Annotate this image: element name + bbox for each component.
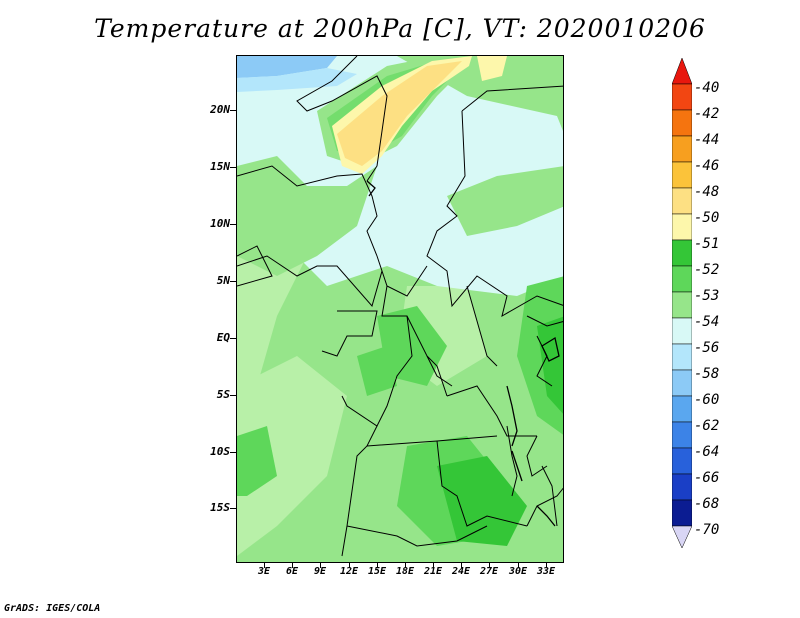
colorbar	[671, 57, 693, 562]
colorbar-label: -46	[694, 158, 720, 174]
lat-tick	[230, 338, 236, 339]
lon-tick	[349, 563, 350, 568]
colorbar-segment	[671, 421, 693, 449]
colorbar-graphic	[671, 57, 693, 549]
lon-label: 21E	[423, 566, 443, 577]
field-dark-green-atlantic	[237, 426, 277, 496]
field-green-sudan	[447, 166, 563, 236]
colorbar-label: -40	[694, 80, 720, 96]
colorbar-segment	[671, 343, 693, 371]
lat-label: 5N	[216, 274, 230, 287]
colorbar-segment	[671, 499, 693, 527]
colorbar-label: -53	[694, 288, 720, 304]
colorbar-segment	[671, 239, 693, 267]
lon-tick	[292, 563, 293, 568]
lat-label: 10N	[210, 217, 230, 230]
lat-tick	[230, 508, 236, 509]
map-panel	[236, 55, 564, 563]
lon-tick	[461, 563, 462, 568]
lon-tick	[518, 563, 519, 568]
colorbar-segment	[671, 161, 693, 189]
colorbar-segment	[671, 317, 693, 345]
lon-label: 27E	[479, 566, 499, 577]
lat-tick	[230, 224, 236, 225]
colorbar-segment	[671, 265, 693, 293]
colorbar-label: -66	[694, 470, 720, 486]
lon-label: 33E	[536, 566, 556, 577]
colorbar-segment	[671, 291, 693, 319]
colorbar-label: -68	[694, 496, 720, 512]
lon-tick	[405, 563, 406, 568]
lon-tick	[377, 563, 378, 568]
colorbar-segment	[671, 135, 693, 163]
field-blue-corner	[237, 56, 337, 78]
lon-label: 18E	[395, 566, 415, 577]
colorbar-segment	[671, 395, 693, 423]
colorbar-label: -44	[694, 132, 720, 148]
country-borders	[237, 56, 563, 557]
colorbar-segment	[671, 473, 693, 501]
colorbar-segment	[671, 213, 693, 241]
lon-label: 30E	[508, 566, 528, 577]
lat-tick	[230, 167, 236, 168]
colorbar-segment	[671, 109, 693, 137]
field-yellow-patch	[337, 61, 462, 166]
lat-tick	[230, 281, 236, 282]
colorbar-segment	[671, 447, 693, 475]
lon-label: 3E	[257, 566, 271, 577]
lake-outlines	[366, 180, 560, 527]
lat-label: 20N	[210, 103, 230, 116]
colorbar-label: -56	[694, 340, 720, 356]
lat-tick	[230, 395, 236, 396]
lon-label: 15E	[367, 566, 387, 577]
field-lightblue-corner	[237, 68, 357, 92]
lon-tick	[320, 563, 321, 568]
field-light-green-southwest	[237, 356, 347, 556]
lon-label: 6E	[285, 566, 299, 577]
colorbar-segment	[671, 525, 693, 549]
colorbar-label: -42	[694, 106, 720, 122]
lon-tick	[264, 563, 265, 568]
colorbar-segment	[671, 57, 693, 85]
lat-label: 15S	[210, 501, 230, 514]
lon-tick	[546, 563, 547, 568]
lon-tick	[489, 563, 490, 568]
field-green-nigeria	[237, 156, 377, 276]
colorbar-label: -70	[694, 522, 720, 538]
colorbar-segment	[671, 369, 693, 397]
lon-label: 24E	[451, 566, 471, 577]
colorbar-label: -64	[694, 444, 720, 460]
colorbar-label: -52	[694, 262, 720, 278]
chart-title: Temperature at 200hPa [C], VT: 202001020…	[94, 14, 706, 43]
lon-label: 9E	[313, 566, 327, 577]
field-dark-green-gabon	[357, 346, 397, 396]
lat-label: EQ	[216, 331, 230, 344]
lat-label: 5S	[216, 388, 230, 401]
field-darkest-green-east	[537, 316, 563, 414]
colorbar-label: -60	[694, 392, 720, 408]
colorbar-segment	[671, 83, 693, 111]
field-dark-green-congo	[377, 306, 447, 386]
lat-tick	[230, 110, 236, 111]
lon-label: 12E	[339, 566, 359, 577]
colorbar-label: -50	[694, 210, 720, 226]
colorbar-label: -58	[694, 366, 720, 382]
grads-credit: GrADS: IGES/COLA	[4, 603, 101, 614]
lat-tick	[230, 452, 236, 453]
colorbar-label: -62	[694, 418, 720, 434]
field-lightyellow-top-right	[477, 56, 507, 81]
lon-tick	[433, 563, 434, 568]
lat-label: 10S	[210, 445, 230, 458]
colorbar-segment	[671, 187, 693, 215]
colorbar-label: -48	[694, 184, 720, 200]
lat-label: 15N	[210, 160, 230, 173]
colorbar-label: -54	[694, 314, 720, 330]
colorbar-label: -51	[694, 236, 720, 252]
field-darkest-green-south	[437, 456, 527, 546]
temperature-field-map	[237, 56, 563, 562]
